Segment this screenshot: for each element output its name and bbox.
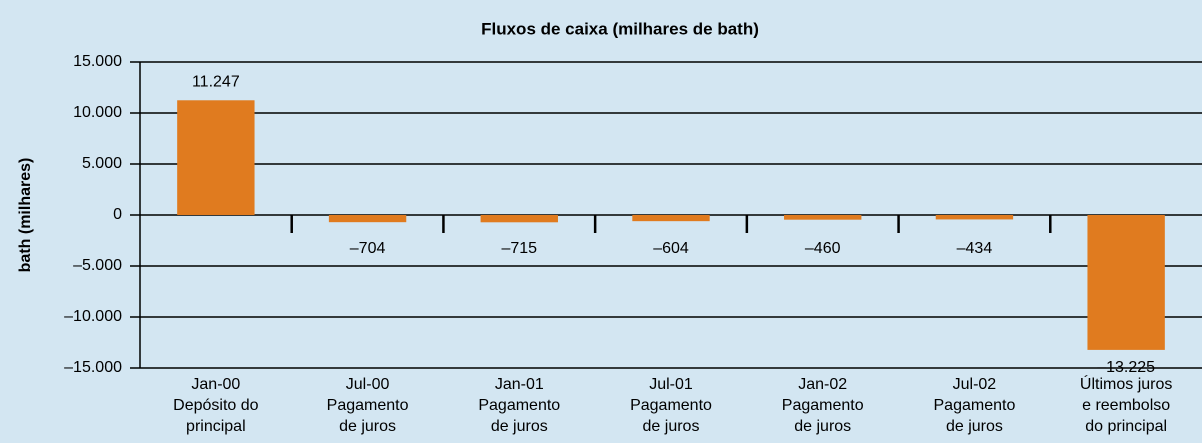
- value-label: –604: [653, 240, 689, 257]
- y-axis-title: bath (milhares): [17, 158, 34, 273]
- chart-title: Fluxos de caixa (milhares de bath): [481, 19, 759, 38]
- x-tick-label: Jul-00: [346, 376, 390, 393]
- y-tick-label: –15.000: [64, 359, 122, 376]
- value-label: –715: [501, 240, 537, 257]
- bar: [1087, 215, 1165, 350]
- x-tick-label: de juros: [946, 418, 1003, 435]
- value-label: 11.247: [192, 73, 240, 90]
- x-tick-label: Pagamento: [782, 397, 864, 414]
- x-tick-label: de juros: [339, 418, 396, 435]
- value-label: –434: [957, 240, 993, 257]
- x-tick-label: de juros: [794, 418, 851, 435]
- y-tick-label: 5.000: [82, 155, 122, 172]
- x-tick-label: Pagamento: [478, 397, 560, 414]
- y-tick-label: –5.000: [73, 257, 122, 274]
- x-tick-label: Pagamento: [934, 397, 1016, 414]
- x-tick-label: Jul-01: [649, 376, 693, 393]
- x-tick-label: principal: [186, 418, 246, 435]
- bar: [328, 215, 407, 223]
- bar: [935, 215, 1014, 220]
- x-tick-label: Depósito do: [173, 397, 258, 414]
- x-tick-label: e reembolso: [1082, 397, 1170, 414]
- y-tick-label: –10.000: [64, 308, 122, 325]
- value-label: –13.225: [1097, 359, 1155, 376]
- x-tick-label: Jul-02: [953, 376, 997, 393]
- x-tick-label: de juros: [643, 418, 700, 435]
- value-label: –460: [805, 240, 841, 257]
- bar: [480, 215, 558, 223]
- x-tick-label: Últimos juros: [1080, 374, 1172, 393]
- x-tick-label: Jan-00: [191, 376, 240, 393]
- bar: [177, 100, 255, 215]
- x-tick-label: Jan-01: [495, 376, 544, 393]
- x-tick-label: de juros: [491, 418, 548, 435]
- y-tick-label: 15.000: [73, 53, 122, 70]
- x-tick-label: Pagamento: [630, 397, 712, 414]
- y-tick-label: 10.000: [73, 104, 122, 121]
- x-tick-label: do principal: [1085, 418, 1167, 435]
- y-tick-label: 0: [113, 206, 122, 223]
- value-label: –704: [350, 240, 386, 257]
- bar: [784, 215, 862, 220]
- bar: [632, 215, 710, 222]
- x-tick-label: Pagamento: [327, 397, 409, 414]
- x-tick-label: Jan-02: [798, 376, 847, 393]
